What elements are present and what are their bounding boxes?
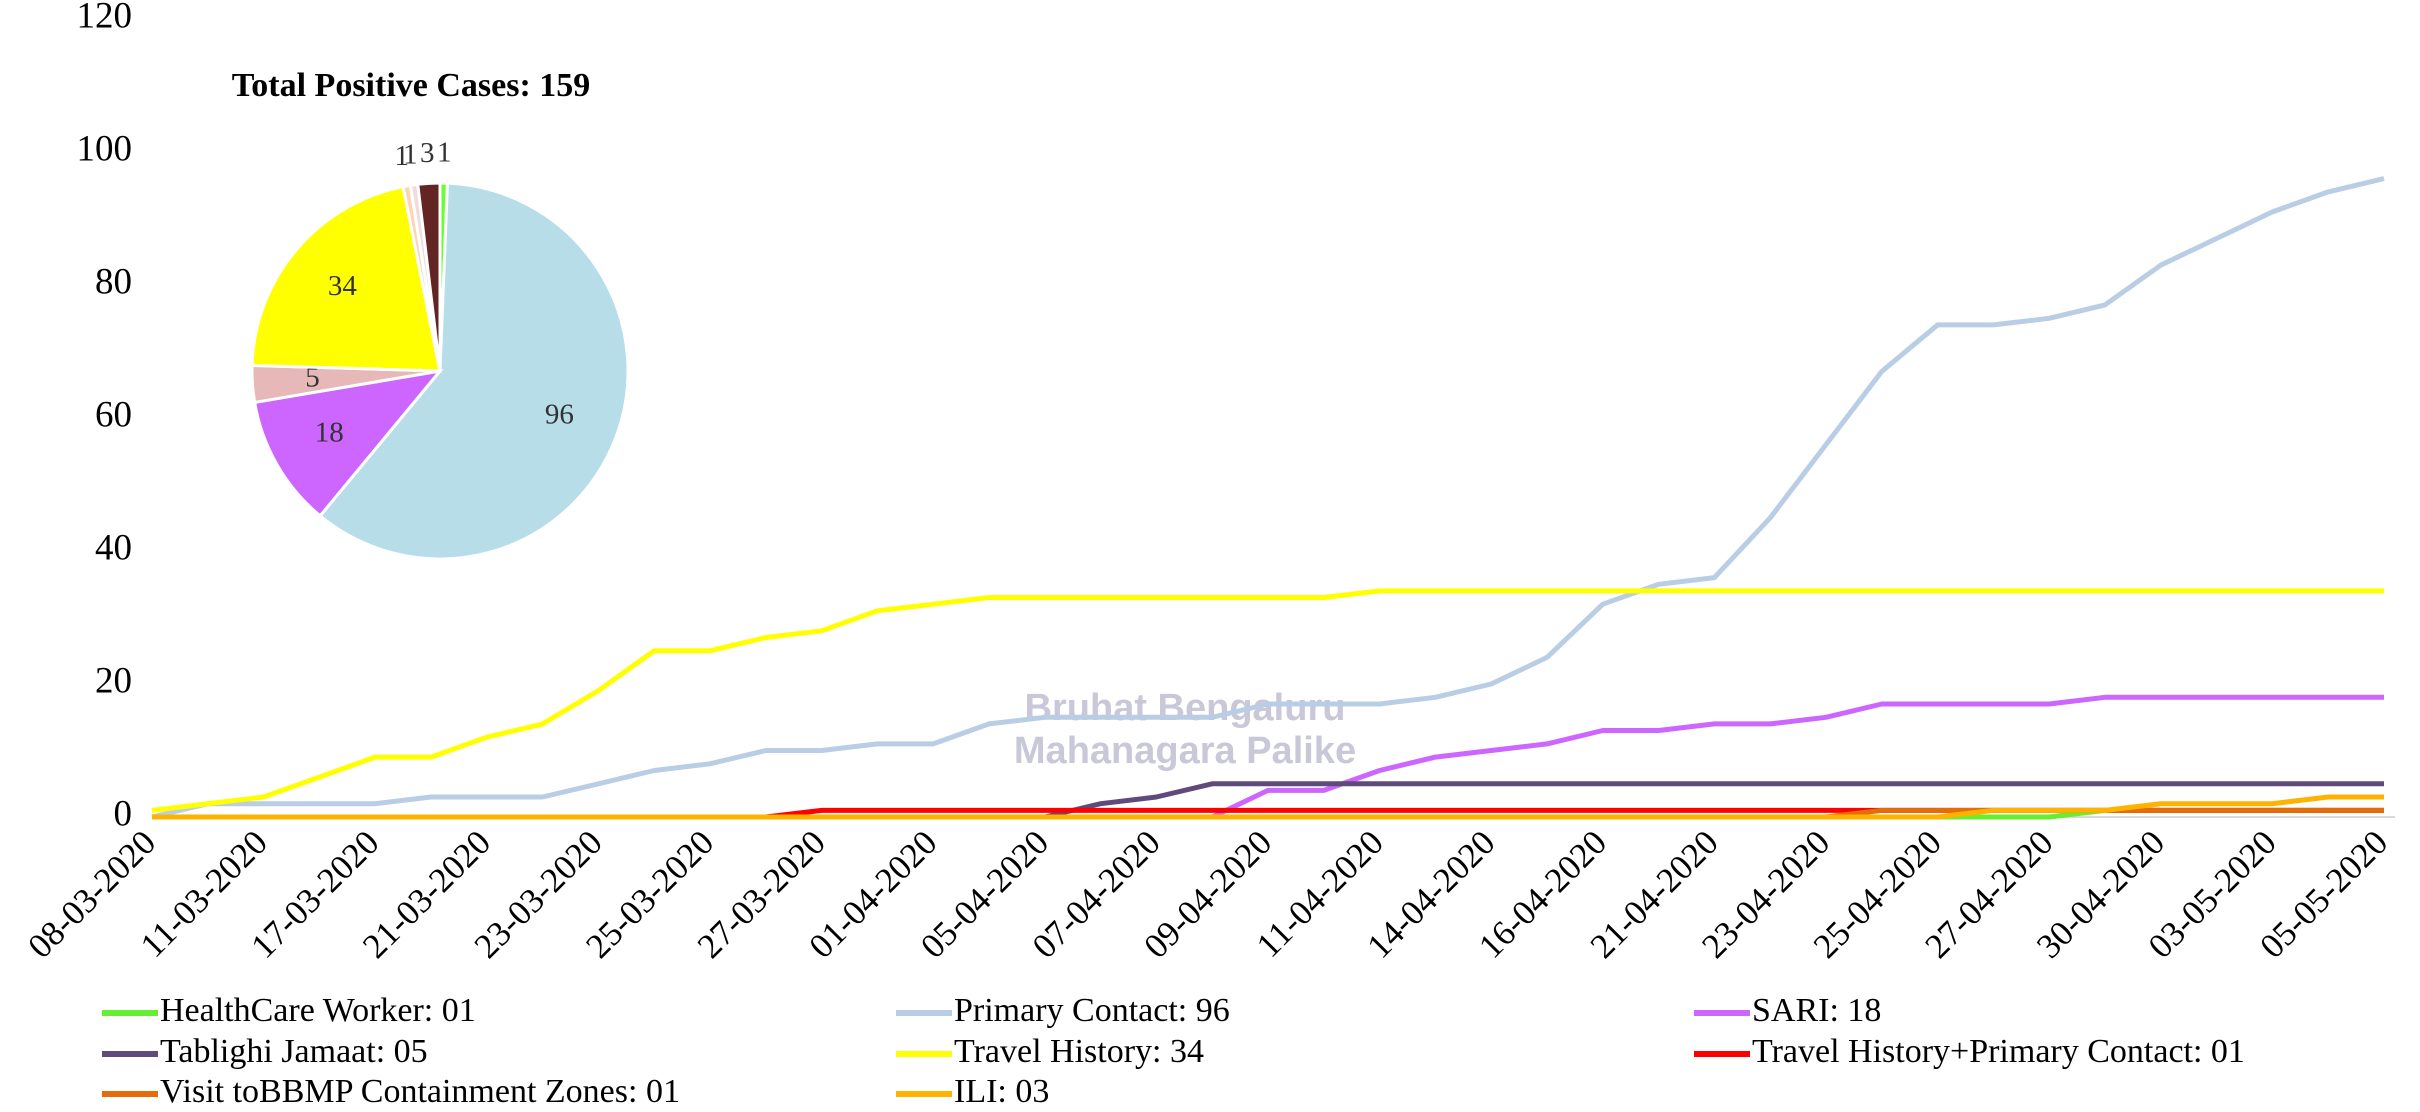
series-line xyxy=(151,588,2384,813)
pie-label: 1 xyxy=(403,139,418,171)
legend-label: Travel History: 34 xyxy=(954,1033,1204,1070)
y-tick-label: 20 xyxy=(95,660,132,701)
legend-label: Tablighi Jamaat: 05 xyxy=(160,1033,428,1070)
pie-label: 1 xyxy=(437,136,452,168)
legend-label: SARI: 18 xyxy=(1752,992,1881,1029)
pie-label: 3 xyxy=(420,137,435,169)
pie-label: 96 xyxy=(545,398,574,430)
pie-label: 5 xyxy=(305,361,320,393)
y-tick-label: 40 xyxy=(95,527,132,568)
y-tick-label: 60 xyxy=(95,394,132,435)
y-tick-label: 80 xyxy=(95,261,132,302)
legend-label: Primary Contact: 96 xyxy=(954,992,1230,1029)
y-tick-label: 100 xyxy=(77,128,133,169)
watermark: Bruhat Bengaluru xyxy=(1025,687,1346,729)
pie-label: 34 xyxy=(328,270,358,302)
series-line xyxy=(152,794,2384,820)
pie-label: 18 xyxy=(315,417,344,449)
pie-slice xyxy=(416,181,442,372)
pie-slice xyxy=(317,181,630,561)
watermark: Mahanagara Palike xyxy=(1014,730,1356,772)
legend-label: ILI: 03 xyxy=(954,1073,1049,1110)
pie-slice xyxy=(250,184,442,373)
pie-slice xyxy=(252,368,444,518)
pie-label: 1 xyxy=(395,140,410,172)
y-tick-label: 0 xyxy=(114,793,133,834)
y-tick-label: 120 xyxy=(77,0,133,36)
legend-label: Travel History+Primary Contact: 01 xyxy=(1752,1033,2245,1070)
legend-label: Visit toBBMP Containment Zones: 01 xyxy=(160,1073,680,1110)
series-line xyxy=(151,176,2385,820)
pie-title: Total Positive Cases: 159 xyxy=(232,67,591,104)
legend-label: HealthCare Worker: 01 xyxy=(160,992,476,1029)
